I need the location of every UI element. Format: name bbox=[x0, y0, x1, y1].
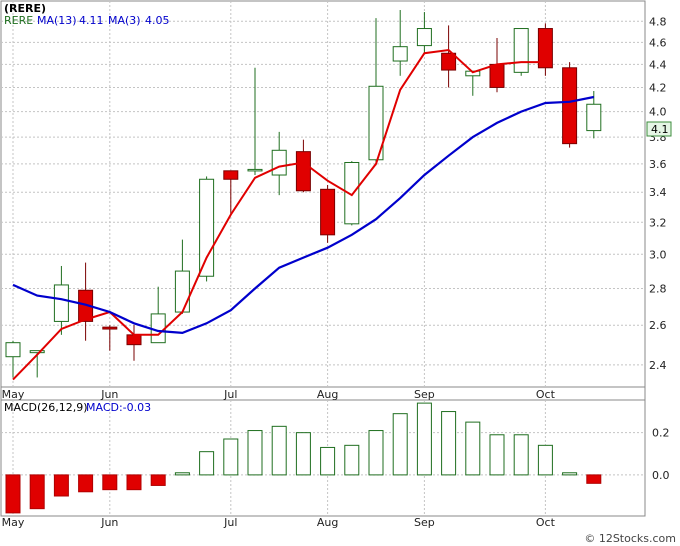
candle-body bbox=[223, 170, 239, 180]
macd-bar bbox=[513, 434, 529, 476]
candle-body bbox=[368, 85, 384, 161]
chart-title: (RERE) bbox=[4, 2, 46, 15]
legend-symbol: RERE bbox=[4, 14, 33, 27]
candle-body bbox=[513, 28, 529, 73]
month-label: Jun bbox=[100, 388, 118, 401]
macd-value-label: MACD:-0.03 bbox=[86, 401, 151, 414]
price-tick-label: 3.6 bbox=[649, 158, 667, 171]
price-tick-label: 3.2 bbox=[649, 216, 667, 229]
price-tick-label: 2.4 bbox=[649, 359, 667, 372]
macd-bar bbox=[416, 402, 432, 476]
macd-bar bbox=[247, 430, 263, 476]
price-tick-label: 3.0 bbox=[649, 248, 667, 261]
price-tick-label: 4.2 bbox=[649, 81, 667, 94]
macd-bar bbox=[102, 474, 118, 491]
macd-month-label: Aug bbox=[317, 516, 338, 529]
month-label: Sep bbox=[414, 388, 435, 401]
candle-body bbox=[29, 350, 45, 354]
month-label: Aug bbox=[317, 388, 338, 401]
legend-ma13-value: 4.11 bbox=[79, 14, 104, 27]
candle-body bbox=[199, 178, 215, 277]
axis-labels: 2.42.62.83.03.23.43.63.84.04.24.44.64.8M… bbox=[2, 15, 670, 529]
macd-tick-label: 0.2 bbox=[652, 427, 670, 440]
candle-body bbox=[562, 67, 578, 145]
month-label: May bbox=[2, 388, 25, 401]
macd-bar bbox=[320, 446, 336, 476]
macd-bar bbox=[562, 472, 578, 476]
candle-body bbox=[344, 162, 360, 225]
macd-bar bbox=[392, 413, 408, 476]
macd-bar bbox=[199, 451, 215, 476]
last-price-label: 4.1 bbox=[651, 123, 669, 136]
candle-body bbox=[102, 326, 118, 330]
macd-bar bbox=[78, 474, 94, 493]
legend-ma3-label: MA(3) bbox=[108, 14, 141, 27]
macd-bar bbox=[465, 421, 481, 476]
candle-body bbox=[489, 63, 505, 88]
price-tick-label: 4.8 bbox=[649, 15, 667, 28]
macd-bar bbox=[53, 474, 69, 497]
macd-bar bbox=[586, 474, 602, 484]
macd-bar bbox=[174, 472, 190, 476]
macd-month-label: May bbox=[2, 516, 25, 529]
candle-body bbox=[271, 149, 287, 176]
macd-month-label: Sep bbox=[414, 516, 435, 529]
macd-bar bbox=[441, 411, 457, 476]
macd-bar bbox=[150, 474, 166, 486]
candle-body bbox=[392, 46, 408, 62]
price-tick-label: 3.4 bbox=[649, 186, 667, 199]
candle-body bbox=[126, 334, 142, 346]
macd-tick-label: 0.0 bbox=[652, 469, 670, 482]
candle-body bbox=[416, 28, 432, 47]
candle-body bbox=[295, 151, 311, 192]
macd-bar bbox=[5, 474, 21, 514]
macd-label: MACD(26,12,9) bbox=[4, 401, 88, 414]
price-tick-label: 4.6 bbox=[649, 36, 667, 49]
macd-month-label: Jul bbox=[223, 516, 237, 529]
price-tick-label: 4.0 bbox=[649, 106, 667, 119]
macd-bar bbox=[368, 430, 384, 476]
candle-body bbox=[5, 342, 21, 358]
macd-bar bbox=[489, 434, 505, 476]
macd-bar bbox=[223, 438, 239, 476]
macd-bar bbox=[29, 474, 45, 510]
macd-month-label: Jun bbox=[100, 516, 118, 529]
macd-bar bbox=[271, 425, 287, 476]
candle-body bbox=[537, 28, 553, 69]
candle-body bbox=[53, 284, 69, 322]
last-price-tag bbox=[646, 121, 672, 137]
ma13-line bbox=[12, 95, 595, 335]
grid-lines bbox=[1, 1, 645, 515]
candle-body bbox=[247, 168, 263, 172]
legend-ma13-label: MA(13) bbox=[37, 14, 77, 27]
price-tick-label: 2.6 bbox=[649, 319, 667, 332]
legend-ma3-value: 4.05 bbox=[145, 14, 170, 27]
candle-body bbox=[320, 188, 336, 236]
credit-text: © 12Stocks.com bbox=[584, 532, 676, 545]
macd-bar bbox=[295, 432, 311, 476]
price-tick-label: 4.4 bbox=[649, 58, 667, 71]
month-label: Oct bbox=[536, 388, 556, 401]
candle-body bbox=[441, 52, 457, 71]
macd-bar bbox=[537, 444, 553, 476]
candle-body bbox=[174, 270, 190, 313]
month-label: Jul bbox=[223, 388, 237, 401]
macd-bar bbox=[344, 444, 360, 476]
macd-month-label: Oct bbox=[536, 516, 556, 529]
candle-body bbox=[586, 103, 602, 132]
macd-histogram bbox=[5, 402, 602, 514]
macd-bar bbox=[126, 474, 142, 491]
moving-averages bbox=[12, 48, 595, 381]
price-tick-label: 2.8 bbox=[649, 282, 667, 295]
ma3-line bbox=[12, 48, 546, 381]
